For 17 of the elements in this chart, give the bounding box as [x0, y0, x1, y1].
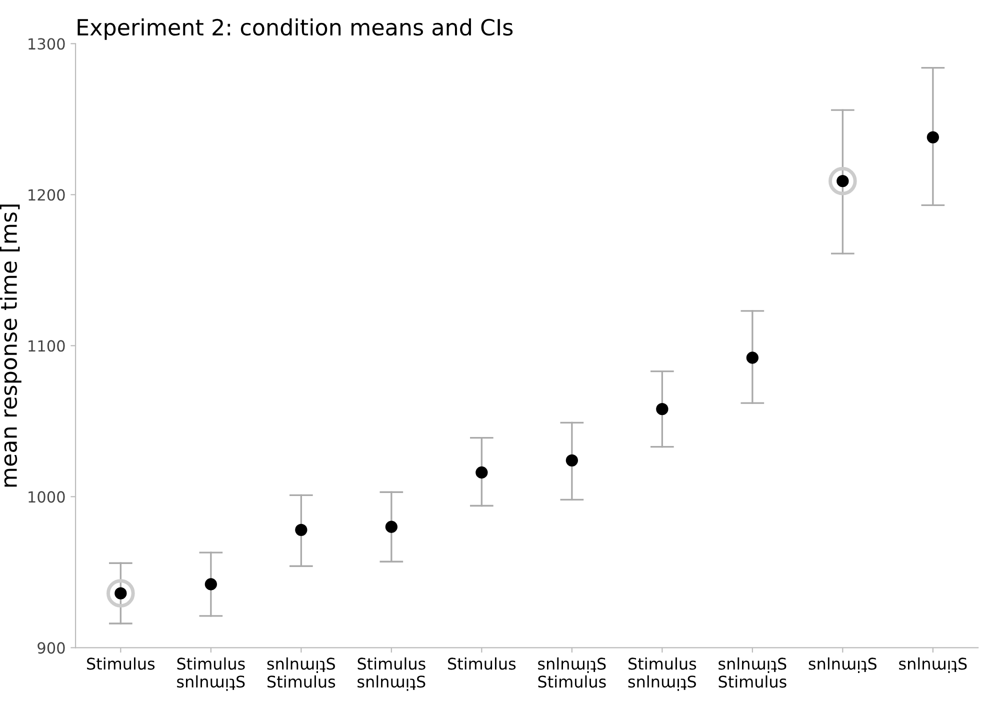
chart-title: Experiment 2: condition means and CIs [78, 18, 513, 40]
x-tick-label: Stimulus [87, 657, 155, 670]
x-tick-label: Stimulus snlnɯᴉʇS [628, 657, 696, 691]
y-tick-label: 1300 [28, 38, 65, 50]
x-tick-label: snlnɯᴉʇS [808, 657, 876, 673]
x-tick-label: snlnɯᴉʇS Stimulus [538, 657, 606, 688]
x-tick-label: Stimulus snlnɯᴉʇS [358, 657, 426, 691]
x-tick-label: snlnɯᴉʇS [899, 657, 967, 673]
x-tick-label: Stimulus [448, 657, 516, 670]
x-tick-label: snlnɯᴉʇS Stimulus [718, 657, 786, 688]
x-tick-label: snlnɯᴉʇS Stimulus [267, 657, 336, 688]
y-axis-title: mean response time [ms] [0, 204, 22, 487]
x-tick-label: Stimulus snlnɯᴉʇS [177, 657, 245, 691]
y-tick-label: 1200 [28, 189, 65, 201]
y-tick-label: 900 [38, 642, 65, 654]
y-tick-label: 1100 [28, 340, 65, 352]
y-tick-label: 1000 [28, 491, 65, 503]
